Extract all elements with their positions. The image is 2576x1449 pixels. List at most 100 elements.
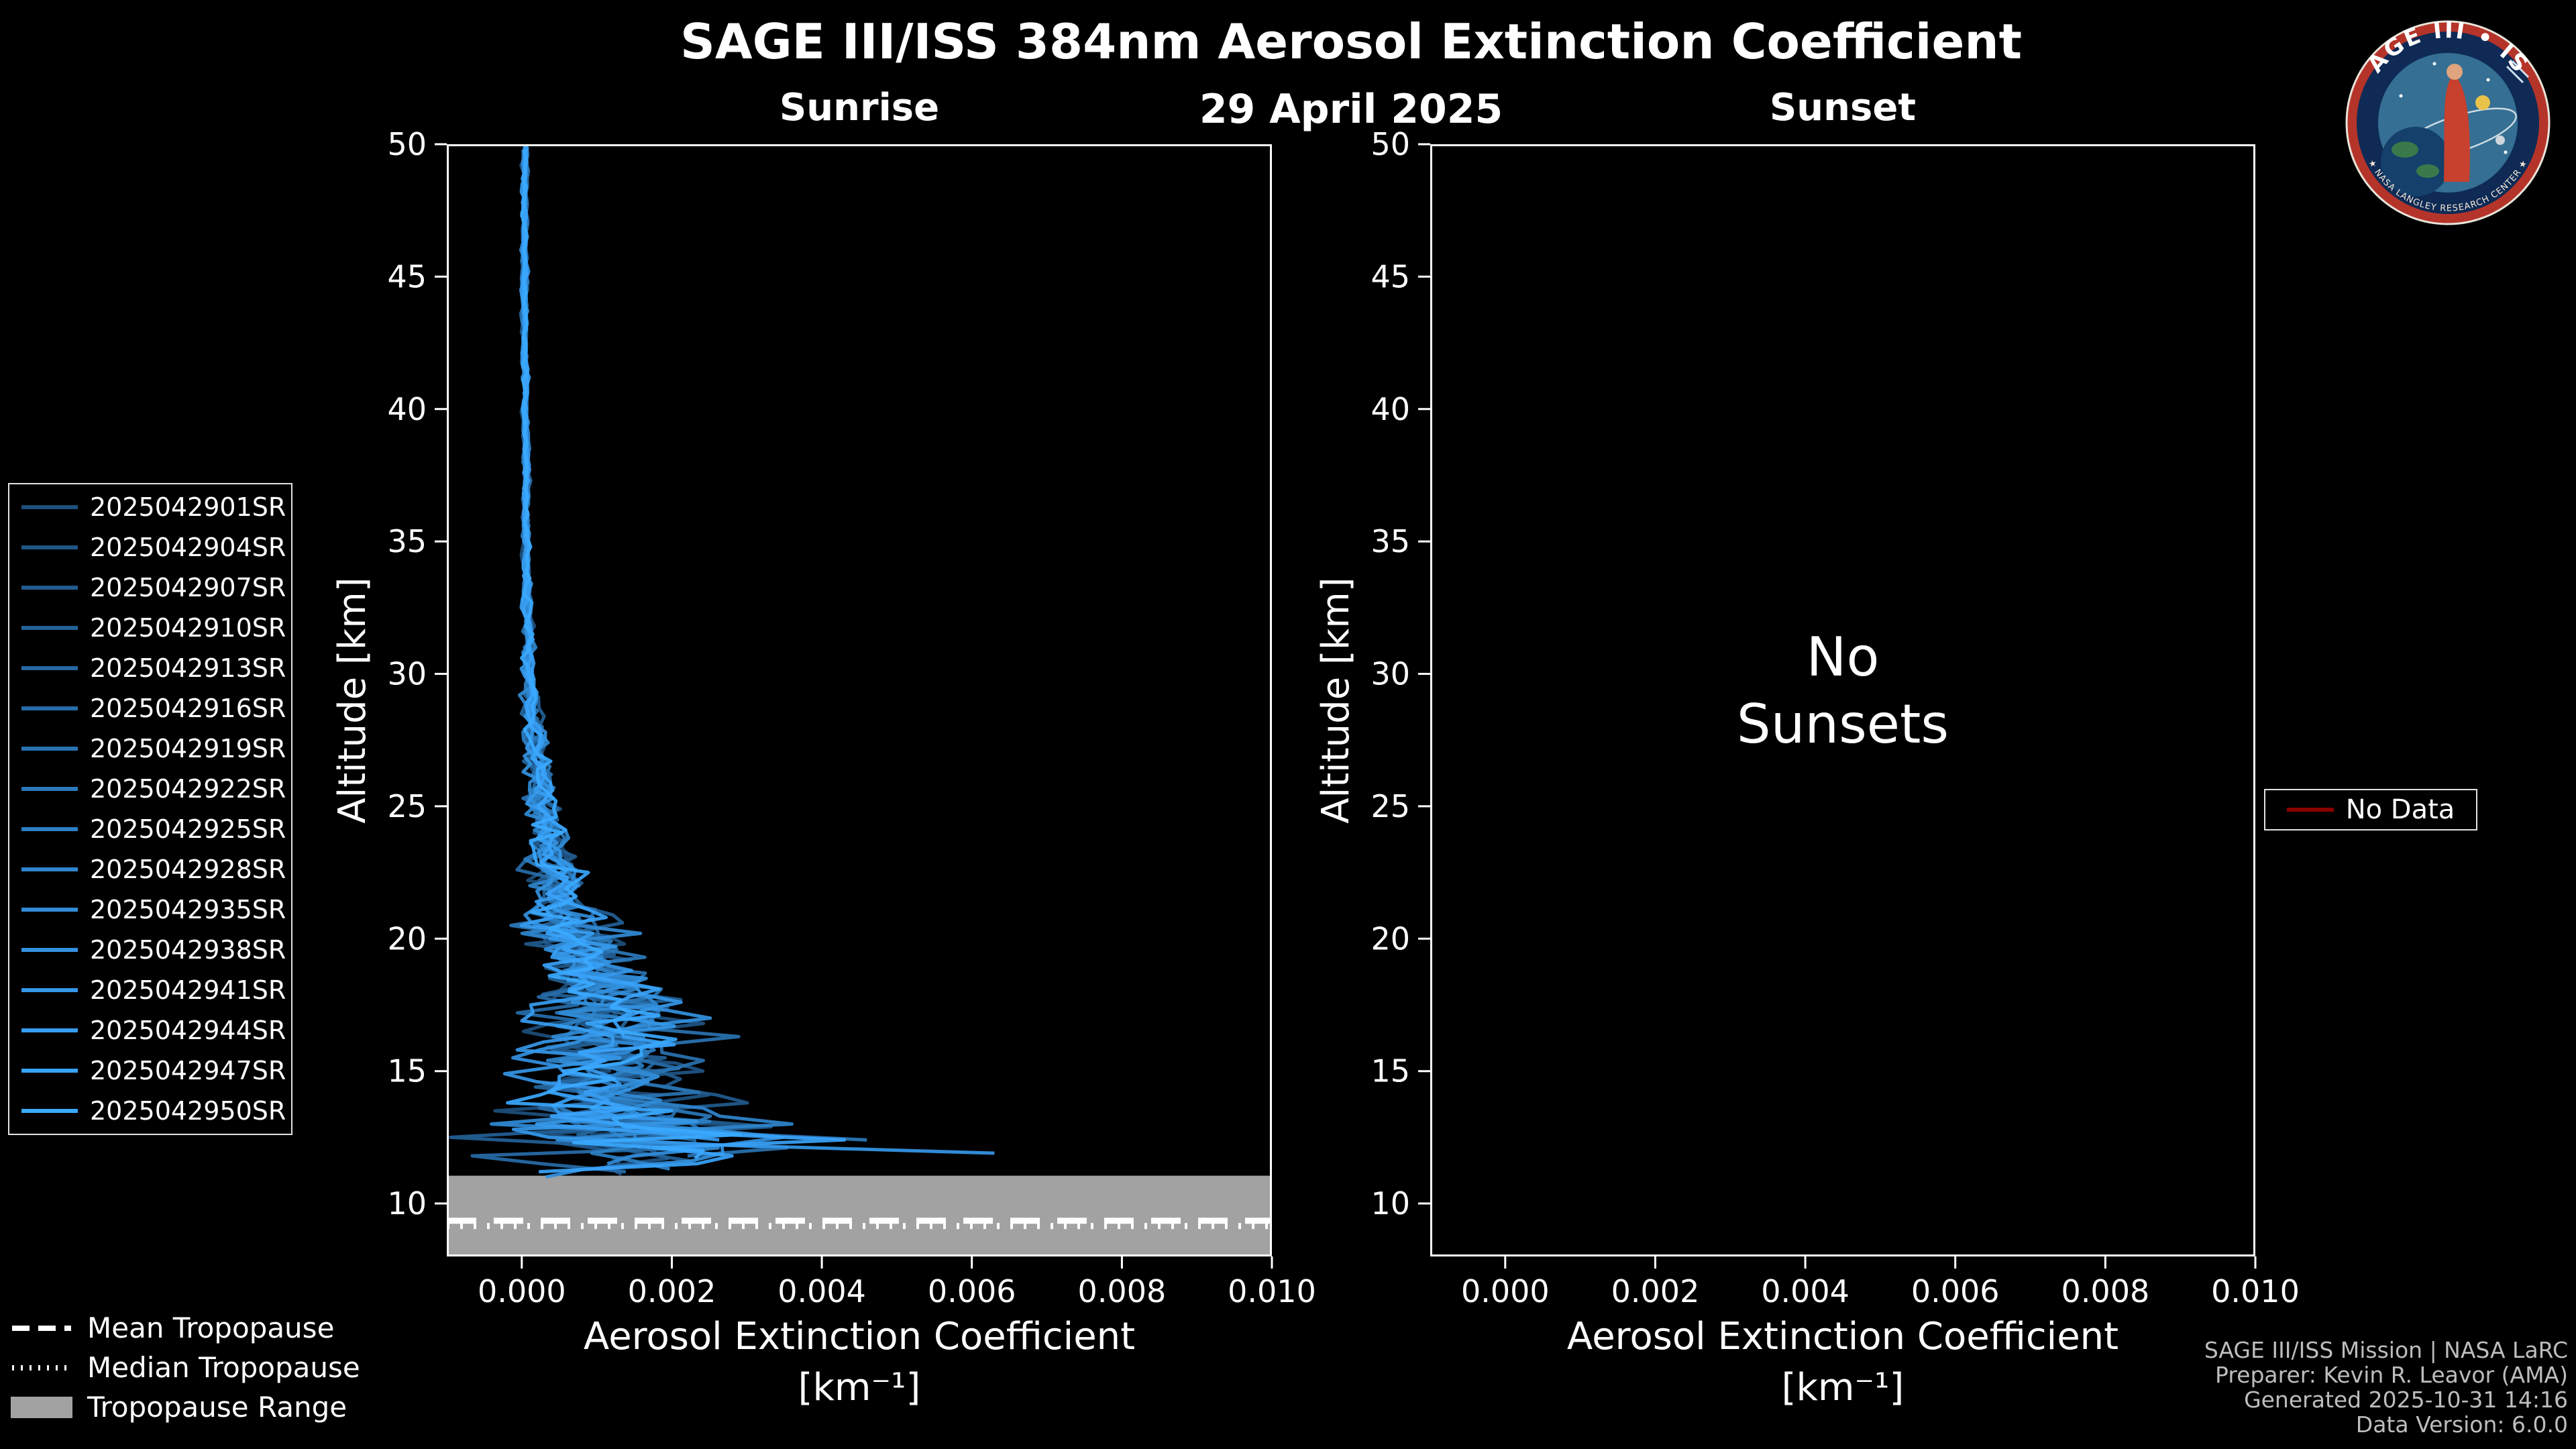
legend-line-sample: [21, 545, 78, 549]
y-axis-label: Altitude [km]: [331, 577, 374, 823]
tropopause-range-row: Tropopause Range: [11, 1387, 360, 1427]
footer-credits: SAGE III/ISS Mission | NASA LaRC Prepare…: [2204, 1338, 2568, 1437]
footer-version: Data Version: 6.0.0: [2355, 1411, 2568, 1438]
legend-row: 2025042907SR: [9, 573, 291, 602]
legend-line-sample: [21, 586, 78, 590]
legend-series-label: 2025042913SR: [90, 653, 286, 683]
legend-line-sample: [21, 787, 78, 791]
y-tick-label: 45: [1371, 258, 1410, 294]
logo-figure-head: [2447, 64, 2463, 80]
legend-row: 2025042944SR: [9, 1016, 291, 1045]
plot-area-sunrise: [447, 144, 1272, 1256]
legend-row: 2025042910SR: [9, 613, 291, 643]
y-tick-label: 50: [1371, 126, 1410, 162]
legend-series-label: 2025042916SR: [90, 694, 286, 723]
mean-tropopause-row: Mean Tropopause: [11, 1308, 360, 1348]
legend-line-sample: [21, 626, 78, 630]
y-tick-label: 30: [1371, 656, 1410, 692]
x-tick-label: 0.010: [1228, 1273, 1316, 1309]
legend-series-label: 2025042947SR: [90, 1056, 286, 1085]
legend-line-sample: [21, 706, 78, 710]
gray-band-icon: [11, 1396, 72, 1418]
legend-line-sample: [21, 666, 78, 670]
y-tick-label: 45: [387, 258, 427, 294]
legend-series-label: 2025042938SR: [90, 935, 286, 965]
legend-row: 2025042913SR: [9, 653, 291, 683]
plot-sunrise: 0.000 0.002 0.004 0.006 0.008 0.010 10 15 20 25 30…: [331, 126, 1316, 1409]
y-tick-label: 40: [1371, 391, 1410, 427]
legend-series-label: 2025042919SR: [90, 734, 286, 763]
y-axis-label: Altitude [km]: [1314, 577, 1358, 823]
legend-series-label: 2025042950SR: [90, 1096, 286, 1126]
legend-line-sample: [21, 988, 78, 992]
plot-axes-sunset: 0.000 0.002 0.004 0.006 0.008 0.010 10 15 20 25 30…: [1371, 126, 2299, 1309]
y-tick-label: 15: [1371, 1053, 1410, 1089]
tropopause-range-band: [447, 1175, 1272, 1256]
x-tick-label: 0.006: [1911, 1273, 2000, 1309]
median-tropopause-label: Median Tropopause: [87, 1351, 360, 1384]
dotted-line-icon: [12, 1364, 71, 1371]
x-tick-label: 0.000: [478, 1273, 566, 1309]
y-tick-label: 10: [1371, 1185, 1410, 1222]
logo-figure: [2444, 74, 2470, 182]
dashed-line-icon: [12, 1325, 71, 1331]
series-legend: 2025042901SR 2025042904SR 2025042907SR 2025…: [8, 483, 292, 1135]
median-tropopause-row: Median Tropopause: [11, 1348, 360, 1387]
legend-line-sample: [21, 908, 78, 912]
legend-row: 2025042935SR: [9, 895, 291, 924]
legend-series-label: 2025042904SR: [90, 533, 286, 562]
y-tick-label: 20: [387, 920, 427, 957]
footer-preparer: Preparer: Kevin R. Leavor (AMA): [2215, 1362, 2568, 1388]
legend-row: 2025042925SR: [9, 814, 291, 844]
page-title: SAGE III/ISS 384nm Aerosol Extinction Co…: [680, 13, 2022, 70]
plot-sunset: 0.000 0.002 0.004 0.006 0.008 0.010 10 15 20 25 30…: [1314, 126, 2300, 1409]
y-tick-label: 35: [1371, 523, 1410, 559]
no-data-line-sample: [2286, 808, 2334, 812]
plot-axes-sunrise: 0.000 0.002 0.004 0.006 0.008 0.010 10 15 20 25 30…: [387, 126, 1316, 1309]
legend-series-label: 2025042941SR: [90, 975, 286, 1005]
logo-sun-icon: [2475, 95, 2490, 110]
legend-line-sample: [21, 948, 78, 952]
logo-iss-icon: [2506, 60, 2530, 84]
legend-line-sample: [21, 1028, 78, 1032]
x-axis-units: [km⁻¹]: [798, 1366, 921, 1409]
no-data-legend: No Data: [2264, 789, 2477, 830]
footer-generated: Generated 2025-10-31 14:16: [2244, 1387, 2568, 1413]
legend-row: 2025042941SR: [9, 975, 291, 1005]
logo-earth-land-2: [2416, 164, 2439, 178]
plot-frame: [1430, 144, 2255, 1256]
legend-series-label: 2025042935SR: [90, 895, 286, 924]
logo-rim: [2345, 20, 2551, 225]
legend-line-sample: [21, 827, 78, 831]
y-tick-label: 20: [1371, 920, 1410, 957]
sage-iii-iss-logo: SAGE III • ISS ★ NASA LANGLEY RESEARCH C…: [2345, 19, 2551, 225]
tropopause-legend: Mean Tropopause Median Tropopause Tropop…: [11, 1308, 360, 1427]
footer-mission: SAGE III/ISS Mission | NASA LaRC: [2204, 1337, 2568, 1363]
legend-row: 2025042928SR: [9, 855, 291, 884]
legend-line-sample: [21, 1109, 78, 1113]
x-tick-label: 0.008: [1078, 1273, 1167, 1309]
y-tick-label: 35: [387, 523, 427, 559]
legend-row: 2025042922SR: [9, 774, 291, 804]
x-tick-label: 0.006: [928, 1273, 1016, 1309]
legend-line-sample: [21, 505, 78, 509]
legend-row: 2025042938SR: [9, 935, 291, 965]
x-axis-label: Aerosol Extinction Coefficient: [1567, 1315, 2118, 1358]
logo-stars: [2399, 62, 2508, 154]
no-data-label: No Data: [2345, 794, 2455, 825]
x-axis-label: Aerosol Extinction Coefficient: [584, 1315, 1135, 1358]
legend-series-label: 2025042944SR: [90, 1016, 286, 1045]
legend-series-label: 2025042901SR: [90, 492, 286, 522]
x-tick-label: 0.002: [1611, 1273, 1700, 1309]
legend-row: 2025042916SR: [9, 694, 291, 723]
x-tick-label: 0.004: [777, 1273, 866, 1309]
panel-title-sunrise: Sunrise: [779, 86, 940, 129]
logo-moon-icon: [2496, 136, 2505, 145]
y-tick-label: 30: [387, 656, 427, 692]
legend-row: 2025042919SR: [9, 734, 291, 763]
y-tick-label: 10: [387, 1185, 427, 1222]
series-line-2025042950SR: [506, 149, 743, 1160]
x-tick-label: 0.004: [1761, 1273, 1849, 1309]
legend-row: 2025042947SR: [9, 1056, 291, 1085]
legend-row: 2025042950SR: [9, 1096, 291, 1126]
